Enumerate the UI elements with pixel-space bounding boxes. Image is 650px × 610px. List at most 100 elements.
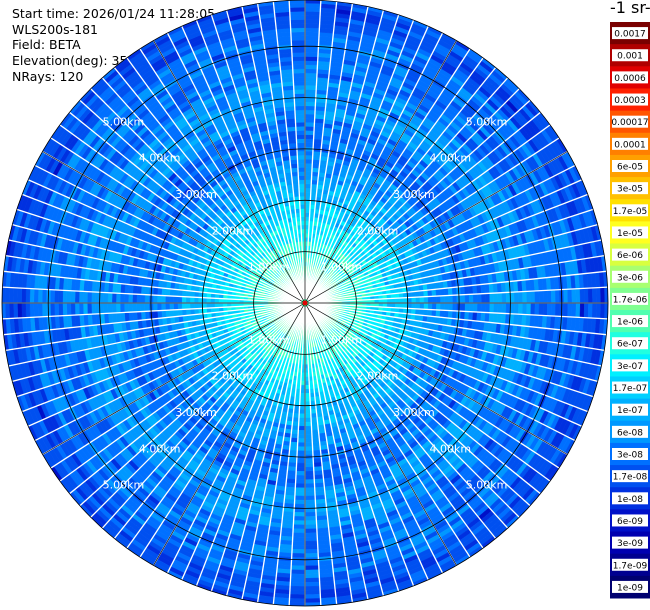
ppi-bin	[294, 499, 306, 505]
ppi-bin	[304, 516, 317, 521]
ppi-bin	[448, 302, 454, 311]
ppi-bin	[304, 80, 317, 86]
ppi-bin	[304, 2, 321, 8]
ppi-bin	[563, 302, 569, 318]
ppi-bin	[304, 565, 320, 571]
ppi-bin	[304, 126, 315, 131]
ppi-bin	[440, 302, 445, 311]
ppi-bin	[304, 569, 320, 575]
ppi-bin	[563, 288, 569, 304]
ppi-bin	[304, 68, 318, 74]
ppi-bin	[304, 175, 312, 181]
ppi-bin	[298, 425, 306, 431]
ppi-bin	[304, 31, 320, 37]
ppi-bin	[444, 302, 450, 311]
ppi-bin	[304, 413, 312, 419]
ppi-bin	[464, 302, 470, 312]
ppi-bin	[291, 544, 306, 550]
ppi-bin	[513, 302, 519, 315]
ppi-bin	[477, 302, 482, 313]
ppi-bin	[294, 487, 306, 493]
ppi-bin	[304, 540, 318, 546]
ppi-bin	[304, 479, 315, 485]
ppi-bin	[546, 302, 552, 317]
ppi-bin	[538, 290, 544, 304]
ppi-bin	[304, 171, 313, 177]
ppi-bin	[304, 475, 315, 480]
ppi-bin	[304, 64, 318, 70]
ppi-bin	[304, 487, 316, 493]
ppi-bin	[304, 434, 313, 439]
ppi-bin	[304, 48, 319, 53]
ppi-bin	[423, 296, 429, 304]
ppi-bin	[431, 289, 437, 297]
ppi-bin	[293, 511, 306, 517]
ppi-bin	[596, 287, 602, 304]
ppi-bin	[304, 138, 314, 144]
ppi-bin	[600, 287, 606, 304]
ppi-bin	[481, 302, 487, 313]
ppi-bin	[304, 585, 321, 591]
ppi-bin	[304, 458, 314, 464]
ppi-bin	[291, 429, 299, 435]
ppi-bin	[497, 292, 503, 304]
ppi-bin	[505, 302, 511, 315]
ppi-bin	[304, 417, 312, 423]
ppi-bin	[472, 302, 478, 313]
ppi-bin	[292, 524, 306, 530]
ppi-bin	[304, 23, 320, 29]
ppi-bin	[291, 553, 306, 558]
ppi-bin	[530, 290, 536, 304]
ppi-bin	[542, 290, 548, 304]
ppi-bin	[304, 499, 316, 505]
ppi-bin	[522, 291, 528, 304]
ppi-bin	[415, 302, 421, 310]
ppi-bin	[431, 295, 437, 304]
ppi-bin	[295, 483, 306, 489]
ppi-bin	[304, 495, 316, 501]
ppi-bin	[587, 302, 593, 319]
ppi-bin	[596, 302, 602, 319]
ppi-bin	[501, 292, 507, 304]
ppi-bin	[304, 109, 316, 115]
ppi-bin	[304, 101, 316, 107]
ppi-bin	[304, 442, 313, 448]
ppi-bin	[304, 577, 320, 583]
ppi-bin	[290, 561, 306, 567]
ppi-bin	[304, 553, 319, 558]
ppi-bin	[444, 295, 450, 304]
ppi-bin	[419, 302, 425, 310]
ppi-bin	[298, 413, 306, 419]
ppi-bin	[296, 458, 306, 464]
ppi-bin	[567, 302, 573, 318]
ppi-bin	[304, 183, 312, 189]
ppi-bin	[485, 302, 491, 313]
ppi-bin	[591, 287, 597, 304]
ppi-bin	[304, 27, 320, 33]
meta-instrument: WLS200s-181	[12, 22, 98, 37]
ppi-bin	[579, 302, 585, 318]
ppi-bin	[304, 19, 321, 25]
ppi-bin	[304, 130, 315, 136]
ppi-bin	[534, 302, 540, 316]
ppi-bin	[304, 544, 319, 550]
ppi-bin	[304, 187, 312, 193]
ppi-bin	[290, 565, 306, 571]
ppi-bin	[304, 594, 321, 600]
ppi-bin	[304, 158, 313, 164]
meta-elevation: Elevation(deg): 35.00	[12, 53, 148, 68]
ppi-bin	[571, 302, 577, 318]
ppi-bin	[304, 85, 317, 90]
ppi-bin	[415, 296, 421, 304]
ppi-bin	[538, 302, 544, 316]
ppi-bin	[295, 479, 306, 485]
ppi-bin	[292, 528, 306, 534]
ppi-bin	[579, 288, 585, 304]
ppi-bin	[304, 76, 318, 82]
ppi-bin	[311, 429, 319, 435]
ppi-bin	[550, 302, 556, 317]
ppi-bin	[304, 503, 317, 509]
ppi-bin	[304, 511, 317, 517]
ppi-bin	[304, 561, 320, 567]
ppi-bin	[294, 491, 306, 497]
